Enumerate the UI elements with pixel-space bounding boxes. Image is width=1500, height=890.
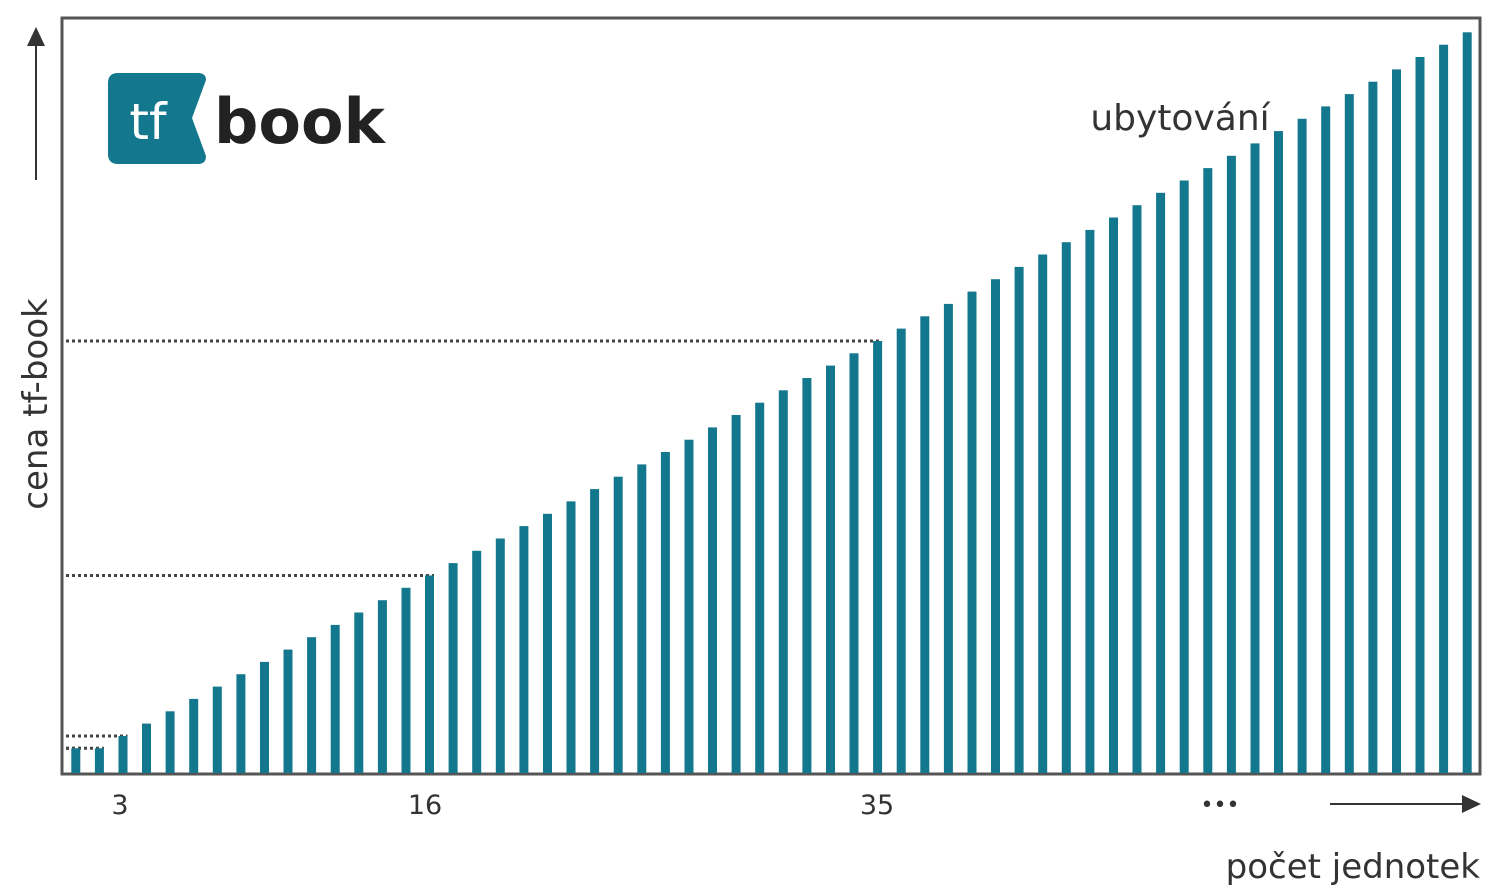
- y-axis: cena tf-book: [16, 27, 56, 510]
- bar-24: [613, 476, 623, 773]
- bar-21: [543, 513, 552, 773]
- bar-54: [1321, 106, 1331, 773]
- x-tick-35: 35: [860, 790, 894, 821]
- bar-1: [71, 748, 81, 773]
- bar-36: [896, 328, 906, 773]
- x-ellipsis: •••: [1201, 793, 1240, 818]
- tfbook-logo: tf book: [108, 73, 387, 164]
- bar-44: [1085, 229, 1095, 773]
- bar-42: [1038, 254, 1048, 773]
- bar-35: [873, 341, 883, 773]
- arrow-up-icon: [27, 27, 45, 46]
- bar-2: [94, 748, 104, 773]
- bar-57: [1392, 69, 1401, 773]
- bar-56: [1368, 81, 1378, 773]
- bar-20: [519, 526, 529, 773]
- bar-33: [826, 365, 835, 773]
- bar-4: [142, 723, 151, 773]
- bar-49: [1203, 168, 1213, 774]
- logo-flag-icon: [108, 73, 206, 164]
- bar-32: [802, 378, 812, 773]
- x-axis: počet jednotek: [1226, 795, 1481, 887]
- bar-39: [967, 291, 977, 773]
- bar-52: [1274, 131, 1283, 774]
- bar-3: [118, 736, 128, 773]
- bar-47: [1156, 192, 1166, 774]
- bar-series: [71, 32, 1472, 774]
- bar-25: [637, 464, 647, 773]
- bar-11: [307, 637, 317, 773]
- bar-55: [1344, 94, 1354, 774]
- bar-46: [1132, 205, 1142, 773]
- bar-8: [236, 674, 246, 773]
- bar-34: [849, 353, 859, 773]
- bar-28: [708, 427, 717, 773]
- bar-22: [566, 501, 576, 773]
- bar-5: [165, 711, 175, 773]
- x-tick-3: 3: [111, 790, 128, 821]
- bar-51: [1250, 143, 1260, 773]
- bar-29: [731, 415, 741, 773]
- bar-15: [401, 587, 411, 773]
- bar-45: [1109, 217, 1118, 773]
- bar-30: [755, 402, 765, 773]
- bar-9: [260, 661, 269, 773]
- bar-31: [778, 390, 788, 773]
- bar-59: [1439, 44, 1449, 773]
- bar-38: [943, 303, 953, 773]
- bar-27: [684, 439, 694, 773]
- bar-16: [425, 575, 434, 773]
- bar-7: [212, 686, 222, 773]
- bar-14: [377, 600, 387, 773]
- bar-50: [1226, 155, 1236, 774]
- bar-37: [920, 316, 930, 773]
- bar-40: [991, 279, 1000, 773]
- series-label: ubytování: [1090, 98, 1270, 139]
- x-axis-label: počet jednotek: [1226, 847, 1481, 887]
- bar-41: [1014, 266, 1024, 773]
- x-axis-ticks: 3 16 35 •••: [111, 790, 1239, 821]
- bar-23: [590, 489, 600, 773]
- plot-frame: [60, 16, 1482, 776]
- bar-10: [283, 649, 293, 773]
- bar-6: [189, 698, 199, 773]
- arrow-right-icon: [1462, 795, 1481, 813]
- bar-26: [660, 452, 670, 773]
- x-tick-16: 16: [408, 790, 442, 821]
- logo-word: book: [214, 85, 387, 158]
- bar-17: [448, 563, 458, 773]
- bar-53: [1297, 118, 1307, 774]
- bar-13: [354, 612, 364, 773]
- bar-18: [472, 550, 482, 773]
- bar-58: [1415, 57, 1425, 773]
- bar-19: [495, 538, 505, 773]
- bar-43: [1061, 242, 1071, 773]
- logo-mark: tf: [129, 93, 168, 151]
- bar-60: [1462, 32, 1472, 774]
- y-axis-label: cena tf-book: [16, 298, 56, 510]
- bar-12: [330, 624, 340, 773]
- bar-48: [1179, 180, 1189, 773]
